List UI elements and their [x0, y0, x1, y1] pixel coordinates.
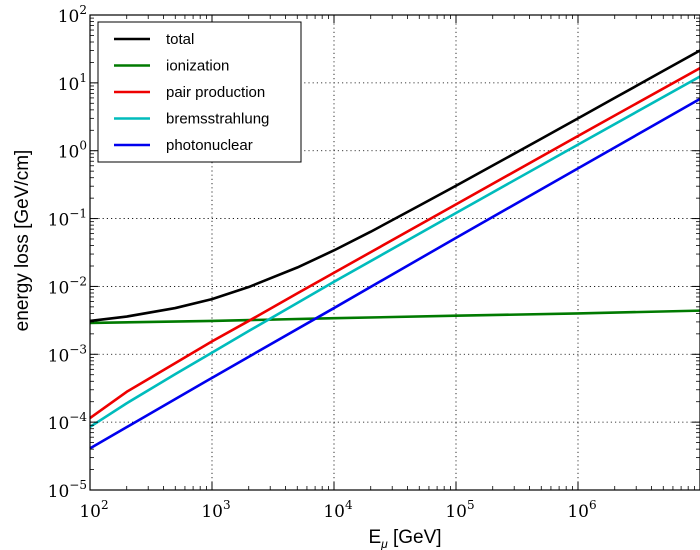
x-tick-label: 105 [445, 498, 474, 522]
x-tick-label-exponent: 5 [467, 498, 475, 512]
series-line-ionization [89, 309, 700, 325]
y-tick-label: 101 [58, 71, 87, 95]
x-axis-label-main: E [368, 527, 381, 548]
y-tick-label-base: 10 [48, 482, 70, 502]
x-tick-label: 102 [79, 498, 108, 522]
y-tick-label-base: 10 [48, 414, 70, 434]
y-tick-label-exponent: −1 [69, 207, 87, 221]
y-tick-label-base: 10 [58, 143, 80, 163]
plot-frame [89, 14, 700, 491]
y-tick-label-exponent: −3 [69, 342, 87, 356]
y-tick-label: 102 [58, 3, 87, 27]
y-tick-label-exponent: 2 [79, 3, 87, 17]
x-tick-label-exponent: 3 [223, 498, 231, 512]
x-axis-label: Eμ [GeV] [368, 527, 441, 550]
x-tick-label-exponent: 2 [101, 498, 109, 512]
x-axis-label-unit: [GeV] [388, 527, 442, 548]
series-lines [89, 49, 700, 450]
y-tick-label-exponent: 0 [79, 139, 87, 153]
series-line-total [89, 49, 700, 323]
legend-label: pair production [166, 84, 265, 101]
axis-ticks [89, 14, 700, 491]
legend-label: photonuclear [166, 137, 253, 154]
legend-label: ionization [166, 58, 229, 75]
x-tick-label-exponent: 6 [589, 498, 597, 512]
tick-labels: 102 103 104 105 10610−510−410−310−210−110010… [48, 3, 597, 522]
y-tick-label-base: 10 [48, 346, 70, 366]
x-axis-label-subscript: μ [380, 537, 388, 550]
x-tick-label-base: 10 [567, 502, 589, 522]
x-tick-label: 104 [323, 498, 353, 522]
series-line-pair-production [89, 66, 700, 420]
y-tick-label-exponent: 1 [79, 71, 87, 85]
y-tick-label-base: 10 [48, 278, 70, 298]
x-tick-label-exponent: 4 [345, 498, 353, 512]
legend-label: total [166, 31, 194, 48]
series-line-bremsstrahlung [89, 75, 700, 429]
x-tick-label-base: 10 [79, 502, 101, 522]
y-tick-label-exponent: −4 [69, 410, 87, 424]
x-tick-label-base: 10 [445, 502, 467, 522]
y-tick-label-base: 10 [48, 211, 70, 231]
y-tick-label: 10−1 [48, 207, 87, 231]
y-tick-label: 10−4 [48, 410, 88, 434]
legend-label: bremsstrahlung [166, 111, 269, 128]
y-tick-label-exponent: −2 [69, 274, 87, 288]
y-tick-label-base: 10 [58, 7, 80, 27]
y-tick-label: 100 [58, 139, 87, 163]
y-tick-label: 10−2 [48, 274, 87, 298]
y-tick-label-exponent: −5 [69, 478, 87, 492]
x-tick-label-base: 10 [201, 502, 223, 522]
legend: total ionization pair production bremsstrah… [97, 21, 302, 163]
y-tick-label-base: 10 [58, 75, 80, 95]
y-tick-label: 10−5 [48, 478, 87, 502]
x-tick-label-base: 10 [323, 502, 345, 522]
x-tick-label: 106 [567, 498, 596, 522]
series-line-photonuclear [89, 97, 700, 450]
y-tick-label: 10−3 [48, 342, 87, 366]
y-axis-label: energy loss [GeV/cm] [12, 150, 33, 332]
x-tick-label: 103 [201, 498, 230, 522]
